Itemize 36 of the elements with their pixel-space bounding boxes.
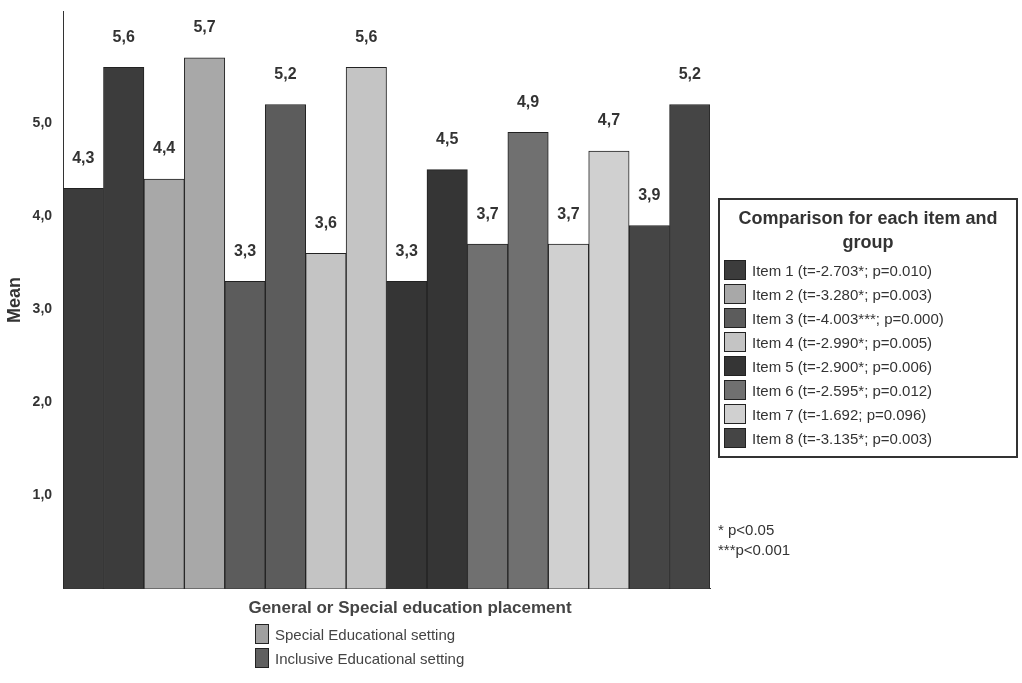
- data-label: 3,7: [557, 204, 580, 222]
- data-label: 5,7: [193, 18, 216, 36]
- x-axis-title: General or Special education placement: [247, 598, 573, 618]
- data-label: 3,7: [476, 204, 499, 222]
- data-label: 3,9: [638, 185, 661, 203]
- text: Item 5 (t=-2.900*; p=0.006): [752, 357, 933, 375]
- legend-label: Special Educational setting: [275, 625, 456, 643]
- text: * p<0.05: [718, 520, 776, 540]
- text: ***p<0.001: [718, 540, 791, 560]
- data-label: 5,2: [274, 64, 297, 82]
- y-axis-title: Mean: [3, 276, 24, 324]
- legend-title: Comparison for each item and group: [737, 207, 999, 254]
- data-label: 5,6: [355, 27, 378, 45]
- text: Item 6 (t=-2.595*; p=0.012): [752, 381, 933, 399]
- data-label: 3,3: [395, 241, 418, 259]
- text: Item 2 (t=-3.280*; p=0.003): [752, 285, 933, 303]
- text: Item 8 (t=-3.135*; p=0.003): [752, 429, 933, 447]
- y-tick-label: 1,0: [32, 486, 53, 503]
- data-label: 4,5: [436, 130, 459, 148]
- text: Item 3 (t=-4.003***; p=0.000): [752, 309, 944, 327]
- text: Item 7 (t=-1.692; p=0.096): [752, 405, 927, 423]
- text: Item 4 (t=-2.990*; p=0.005): [752, 333, 933, 351]
- data-label: 4,4: [153, 139, 176, 157]
- data-label: 3,6: [314, 213, 338, 231]
- legend-label: Inclusive Educational setting: [275, 649, 465, 667]
- y-tick-label: 2,0: [32, 393, 53, 410]
- data-label: 5,2: [678, 64, 701, 82]
- data-label: 3,3: [233, 241, 257, 259]
- data-label: 4,9: [516, 92, 540, 110]
- data-label: 4,7: [597, 111, 621, 129]
- data-label: 4,3: [72, 148, 95, 166]
- y-tick-label: 5,0: [32, 113, 53, 130]
- text: Item 1 (t=-2.703*; p=0.010): [752, 261, 933, 279]
- data-label: 5,6: [112, 27, 135, 45]
- y-tick-label: 4,0: [32, 207, 53, 224]
- y-tick-label: 3,0: [32, 300, 53, 317]
